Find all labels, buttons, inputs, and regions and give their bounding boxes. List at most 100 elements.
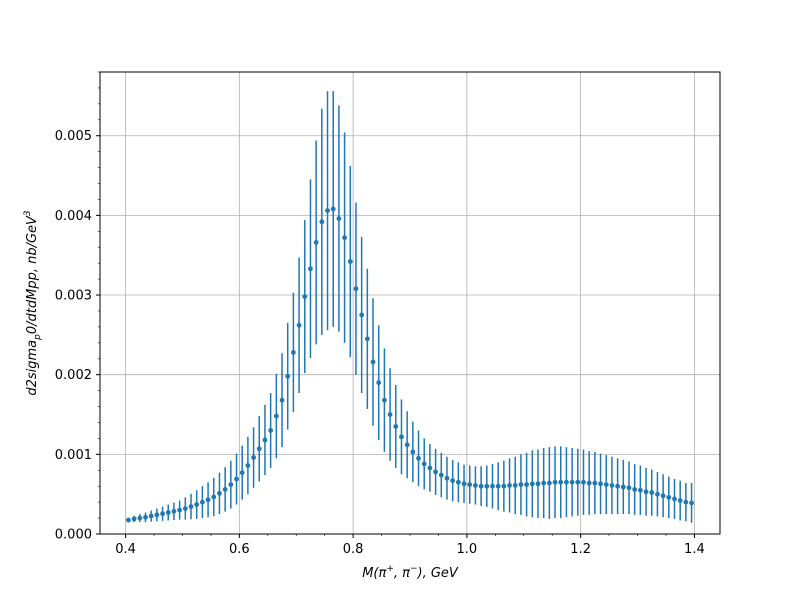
data-point bbox=[404, 442, 410, 448]
data-point bbox=[666, 494, 672, 500]
data-point bbox=[182, 506, 188, 511]
data-point bbox=[518, 482, 524, 488]
data-point bbox=[302, 294, 308, 300]
data-point bbox=[535, 481, 541, 487]
data-point bbox=[148, 513, 154, 519]
data-point bbox=[273, 413, 279, 419]
data-point bbox=[308, 266, 313, 272]
data-point bbox=[393, 424, 399, 429]
x-axis-label: M(π+, π−), GeV bbox=[362, 564, 459, 581]
data-point bbox=[285, 373, 291, 379]
data-point bbox=[239, 470, 245, 476]
data-point bbox=[217, 490, 222, 496]
data-point bbox=[126, 517, 131, 523]
y-axis-ticks: 0.000 0.001 0.002 0.003 0.004 0.005 bbox=[55, 129, 100, 543]
data-point bbox=[569, 479, 575, 485]
data-point bbox=[433, 469, 438, 475]
y-tick-label: 0.003 bbox=[55, 289, 92, 304]
data-point bbox=[507, 483, 512, 488]
data-point bbox=[575, 479, 581, 485]
data-point bbox=[279, 397, 285, 403]
data-point bbox=[416, 455, 421, 461]
x-axis-ticks: 0.4 0.6 0.8 1.0 1.2 1.4 bbox=[115, 534, 705, 557]
data-point bbox=[387, 412, 393, 417]
data-point bbox=[165, 510, 171, 515]
data-point bbox=[290, 349, 296, 355]
data-point bbox=[490, 483, 495, 489]
x-tick-label: 0.8 bbox=[343, 542, 364, 557]
data-point bbox=[353, 286, 359, 292]
data-point bbox=[598, 481, 603, 487]
x-tick-label: 1.2 bbox=[570, 542, 591, 557]
data-point bbox=[421, 461, 427, 467]
data-point bbox=[655, 491, 660, 497]
data-point bbox=[154, 512, 160, 518]
data-point bbox=[444, 475, 450, 481]
data-point bbox=[586, 480, 592, 486]
x-tick-label: 1.4 bbox=[684, 542, 705, 557]
y-tick-label: 0.001 bbox=[55, 448, 92, 463]
data-point bbox=[245, 463, 251, 468]
data-point bbox=[672, 496, 677, 502]
data-point bbox=[558, 479, 564, 485]
data-point bbox=[581, 479, 586, 485]
data-points bbox=[126, 206, 694, 523]
data-point bbox=[347, 259, 353, 264]
data-point bbox=[131, 516, 137, 522]
x-tick-label: 0.6 bbox=[229, 542, 250, 557]
data-point bbox=[199, 499, 205, 505]
data-point bbox=[256, 446, 262, 452]
data-point bbox=[438, 472, 444, 478]
y-tick-label: 0.002 bbox=[55, 368, 92, 383]
data-point bbox=[205, 497, 211, 503]
data-point bbox=[268, 428, 274, 433]
data-point bbox=[262, 437, 268, 443]
data-point bbox=[592, 480, 598, 486]
data-point bbox=[382, 397, 387, 403]
grid-lines bbox=[100, 72, 720, 535]
data-point bbox=[461, 481, 467, 487]
data-point bbox=[649, 490, 655, 495]
data-point bbox=[228, 482, 234, 488]
data-point bbox=[643, 489, 649, 495]
data-point bbox=[177, 507, 183, 513]
data-point bbox=[626, 485, 632, 491]
data-point bbox=[251, 455, 256, 460]
data-point bbox=[564, 479, 569, 485]
data-point bbox=[603, 482, 609, 488]
data-point bbox=[359, 312, 365, 318]
data-point bbox=[546, 480, 552, 486]
y-tick-label: 0.004 bbox=[55, 209, 92, 224]
data-point bbox=[660, 493, 666, 499]
data-point bbox=[234, 476, 239, 482]
data-point bbox=[512, 483, 518, 488]
y-axis-label: d2sigmap0/dtdMpp, nb/GeV3 bbox=[23, 210, 43, 396]
data-point bbox=[683, 499, 689, 505]
data-point bbox=[552, 479, 558, 485]
data-point bbox=[194, 502, 200, 507]
data-point bbox=[467, 482, 473, 488]
minor-ticks bbox=[98, 71, 695, 536]
data-point bbox=[222, 486, 228, 492]
data-point bbox=[541, 480, 547, 486]
data-point bbox=[427, 465, 433, 471]
data-point bbox=[501, 483, 507, 489]
data-point bbox=[364, 336, 370, 342]
data-point bbox=[399, 434, 404, 440]
data-point bbox=[313, 240, 319, 245]
data-point bbox=[455, 479, 461, 485]
data-point bbox=[376, 380, 382, 386]
y-tick-label: 0.000 bbox=[55, 528, 92, 543]
data-point bbox=[478, 483, 484, 489]
data-point bbox=[342, 235, 347, 241]
data-point bbox=[637, 487, 643, 493]
data-point bbox=[137, 515, 143, 521]
data-point bbox=[450, 478, 456, 484]
y-tick-label: 0.005 bbox=[55, 129, 92, 144]
data-point bbox=[171, 508, 177, 514]
data-point bbox=[620, 484, 626, 490]
x-tick-label: 0.4 bbox=[115, 542, 136, 557]
data-point bbox=[325, 208, 330, 214]
